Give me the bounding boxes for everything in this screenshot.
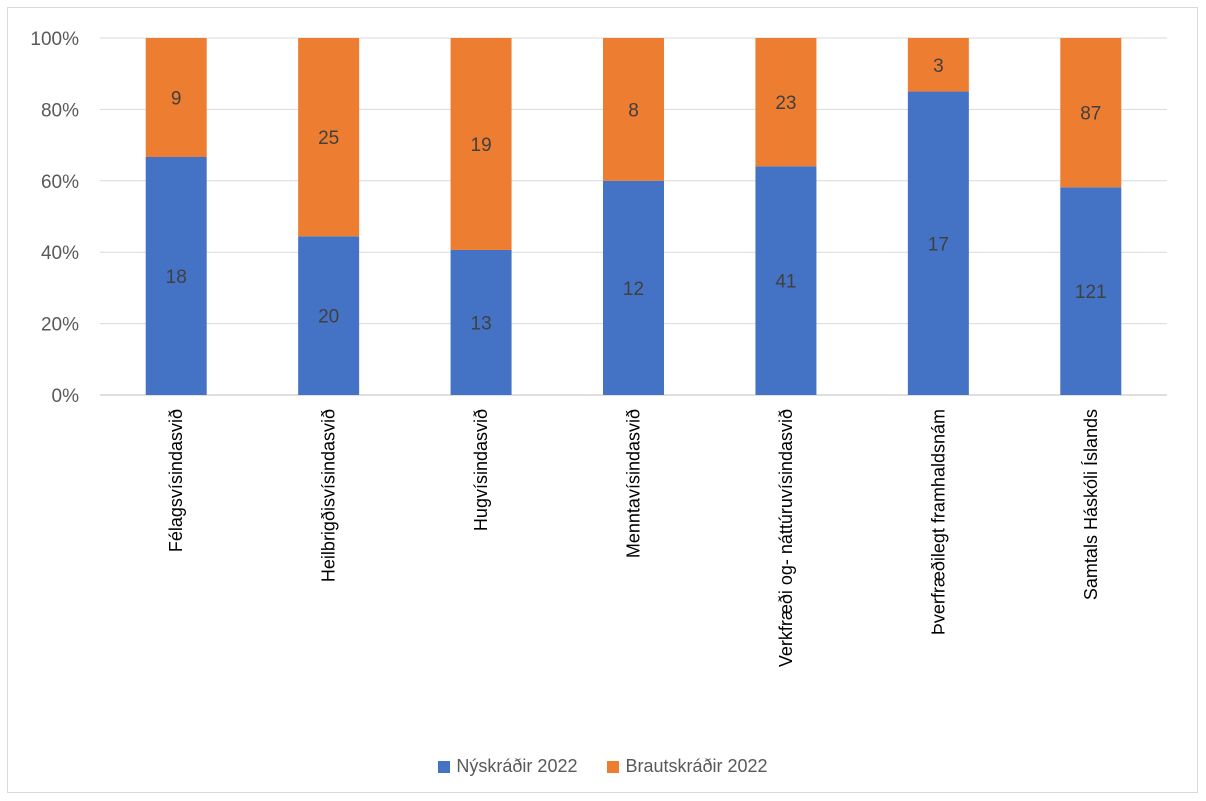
- y-tick-label: 80%: [41, 100, 79, 121]
- bar-segment-brautskradir: [755, 38, 817, 167]
- legend-swatch-nyskradir: [438, 760, 451, 773]
- data-label: 8: [628, 100, 639, 121]
- category-label: Hugvísindasvið: [471, 409, 491, 531]
- bar-segment-brautskradir: [450, 38, 512, 250]
- data-label: 25: [318, 128, 339, 149]
- data-label: 87: [1080, 104, 1101, 125]
- bar-segment-brautskradir: [298, 38, 360, 237]
- bar-segment-nyskradir: [145, 157, 207, 395]
- data-label: 13: [471, 313, 492, 334]
- y-tick-label: 20%: [41, 315, 79, 336]
- category-label: Verkfræði og- náttúruvísindasvið: [776, 409, 796, 667]
- bar-segment-nyskradir: [298, 236, 360, 395]
- data-label: 20: [318, 307, 339, 328]
- y-tick-label: 0%: [52, 386, 80, 407]
- legend-item-brautskradir: Brautskráðir 2022: [607, 756, 768, 777]
- y-tick-label: 40%: [41, 243, 79, 264]
- data-label: 18: [166, 267, 187, 288]
- category-label: Menntavísindasvið: [624, 409, 644, 558]
- legend-label-nyskradir: Nýskráðir 2022: [456, 756, 578, 776]
- y-tick-label: 60%: [41, 172, 79, 193]
- bar-segment-nyskradir: [907, 91, 969, 396]
- data-label: 3: [933, 56, 944, 77]
- legend-item-nyskradir: Nýskráðir 2022: [438, 756, 577, 777]
- data-label: 41: [775, 272, 796, 293]
- legend-label-brautskradir: Brautskráðir 2022: [625, 756, 768, 776]
- category-label: Félagsvísindasvið: [166, 409, 186, 552]
- bar-segment-brautskradir: [907, 38, 969, 92]
- category-label: Heilbrigðisvísindasvið: [319, 409, 339, 582]
- data-label: 19: [471, 135, 492, 156]
- bar-segment-brautskradir: [603, 38, 664, 181]
- bar-segment-nyskradir: [603, 180, 664, 395]
- data-label: 17: [928, 234, 949, 255]
- bar-segment-nyskradir: [450, 249, 512, 395]
- bar-segment-brautskradir: [145, 38, 207, 157]
- data-label: 121: [1075, 282, 1107, 303]
- data-label: 9: [171, 89, 182, 110]
- legend-swatch-brautskradir: [607, 760, 620, 773]
- bar-segment-nyskradir: [1060, 187, 1122, 395]
- category-label: Þverfræðilegt framhaldsnám: [928, 409, 948, 635]
- y-tick-label: 100%: [30, 29, 79, 50]
- legend: Nýskráðir 2022 Brautskráðir 2022: [0, 756, 1206, 777]
- data-label: 12: [623, 279, 644, 300]
- bar-segment-nyskradir: [755, 166, 817, 395]
- category-label: Samtals Háskóli Íslands: [1081, 409, 1101, 600]
- bar-segment-brautskradir: [1060, 38, 1122, 188]
- data-label: 23: [775, 93, 796, 114]
